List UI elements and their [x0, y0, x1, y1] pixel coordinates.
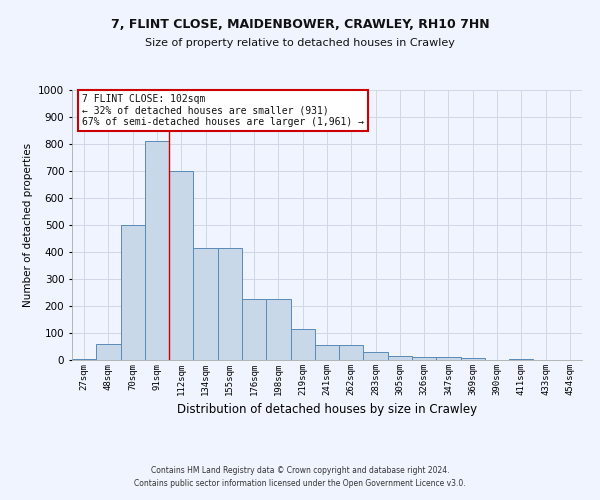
- X-axis label: Distribution of detached houses by size in Crawley: Distribution of detached houses by size …: [177, 404, 477, 416]
- Bar: [169, 171, 193, 360]
- Text: 7, FLINT CLOSE, MAIDENBOWER, CRAWLEY, RH10 7HN: 7, FLINT CLOSE, MAIDENBOWER, CRAWLEY, RH…: [110, 18, 490, 30]
- Bar: [436, 358, 461, 360]
- Bar: [388, 356, 412, 360]
- Bar: [461, 358, 485, 360]
- Text: Contains HM Land Registry data © Crown copyright and database right 2024.
Contai: Contains HM Land Registry data © Crown c…: [134, 466, 466, 487]
- Bar: [72, 358, 96, 360]
- Bar: [364, 352, 388, 360]
- Bar: [121, 225, 145, 360]
- Bar: [315, 345, 339, 360]
- Text: 7 FLINT CLOSE: 102sqm
← 32% of detached houses are smaller (931)
67% of semi-det: 7 FLINT CLOSE: 102sqm ← 32% of detached …: [82, 94, 364, 127]
- Y-axis label: Number of detached properties: Number of detached properties: [23, 143, 32, 307]
- Bar: [145, 142, 169, 360]
- Bar: [290, 329, 315, 360]
- Text: Size of property relative to detached houses in Crawley: Size of property relative to detached ho…: [145, 38, 455, 48]
- Bar: [242, 299, 266, 360]
- Bar: [412, 358, 436, 360]
- Bar: [193, 248, 218, 360]
- Bar: [339, 345, 364, 360]
- Bar: [266, 299, 290, 360]
- Bar: [218, 248, 242, 360]
- Bar: [509, 358, 533, 360]
- Bar: [96, 344, 121, 360]
